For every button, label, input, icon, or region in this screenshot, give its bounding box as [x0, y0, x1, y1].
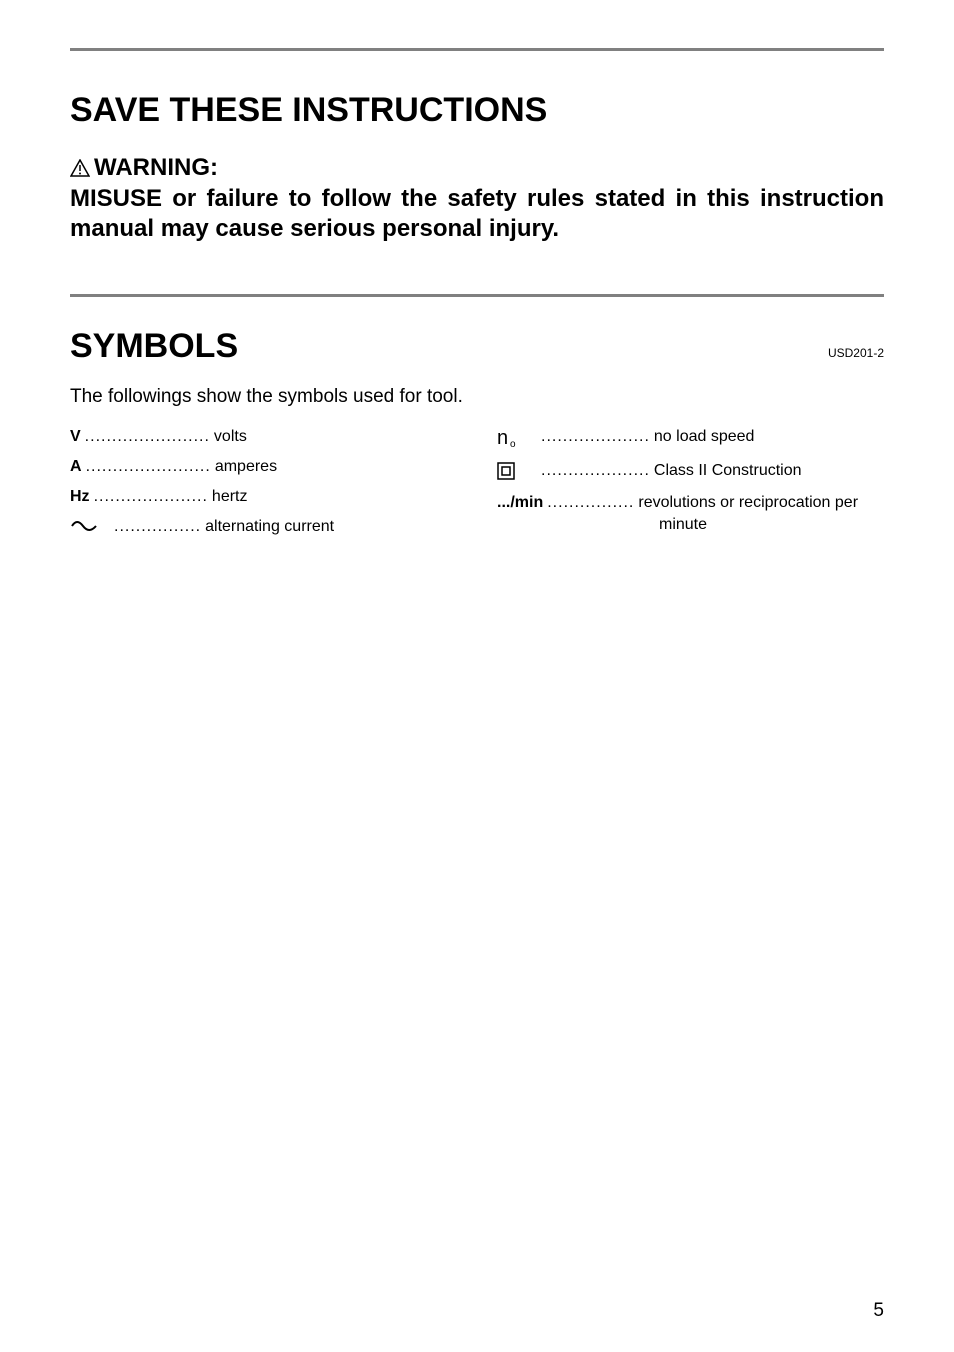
symbol-key: A — [70, 458, 82, 476]
symbol-row: V.......................volts — [70, 428, 457, 446]
save-instructions-heading: SAVE THESE INSTRUCTIONS — [70, 91, 884, 130]
symbols-heading: SYMBOLS — [70, 327, 238, 366]
symbol-key: .../min — [497, 494, 543, 512]
warning-body-text: MISUSE or failure to follow the safety r… — [70, 184, 884, 244]
svg-text:o: o — [510, 439, 516, 448]
symbol-dots: .................... — [537, 462, 654, 480]
symbol-description: amperes — [215, 458, 277, 476]
symbol-row: ....................Class II Constructio… — [497, 462, 884, 482]
symbol-dots: ..................... — [90, 488, 212, 506]
page-number: 5 — [873, 1300, 884, 1322]
symbol-description: revolutions or reciprocation per — [638, 494, 858, 512]
symbol-description: no load speed — [654, 428, 755, 446]
no-load-speed-icon: no — [497, 428, 521, 448]
symbol-key: Hz — [70, 488, 90, 506]
symbol-dots: ................ — [110, 518, 205, 536]
symbols-intro-text: The followings show the symbols used for… — [70, 386, 884, 408]
symbol-description: volts — [214, 428, 247, 446]
symbol-description-continuation: minute — [497, 516, 884, 534]
warning-triangle-icon — [70, 156, 90, 184]
symbol-row: Hz.....................hertz — [70, 488, 457, 506]
symbol-row: .../min................revolutions or re… — [497, 494, 884, 512]
symbol-dots: .................... — [537, 428, 654, 446]
symbols-right-column: no....................no load speed.....… — [497, 428, 884, 548]
top-divider — [70, 48, 884, 51]
document-code: USD201-2 — [828, 346, 884, 360]
warning-block: WARNING: MISUSE or failure to follow the… — [70, 154, 884, 244]
symbol-description: Class II Construction — [654, 462, 802, 480]
symbol-dots: ................ — [543, 494, 638, 512]
symbol-dots: ....................... — [82, 458, 215, 476]
symbol-row: A.......................amperes — [70, 458, 457, 476]
symbol-description: hertz — [212, 488, 248, 506]
mid-divider — [70, 294, 884, 297]
symbol-key: V — [70, 428, 81, 446]
ac-icon — [70, 518, 98, 534]
symbols-left-column: V.......................voltsA..........… — [70, 428, 457, 548]
symbol-dots: ....................... — [81, 428, 214, 446]
symbol-row: ................alternating current — [70, 518, 457, 536]
symbols-columns: V.......................voltsA..........… — [70, 428, 884, 548]
symbol-row: no....................no load speed — [497, 428, 884, 450]
symbol-description: alternating current — [205, 518, 334, 536]
class-ii-icon — [497, 462, 515, 480]
warning-label-text: WARNING: — [94, 154, 218, 181]
svg-text:n: n — [497, 428, 508, 448]
